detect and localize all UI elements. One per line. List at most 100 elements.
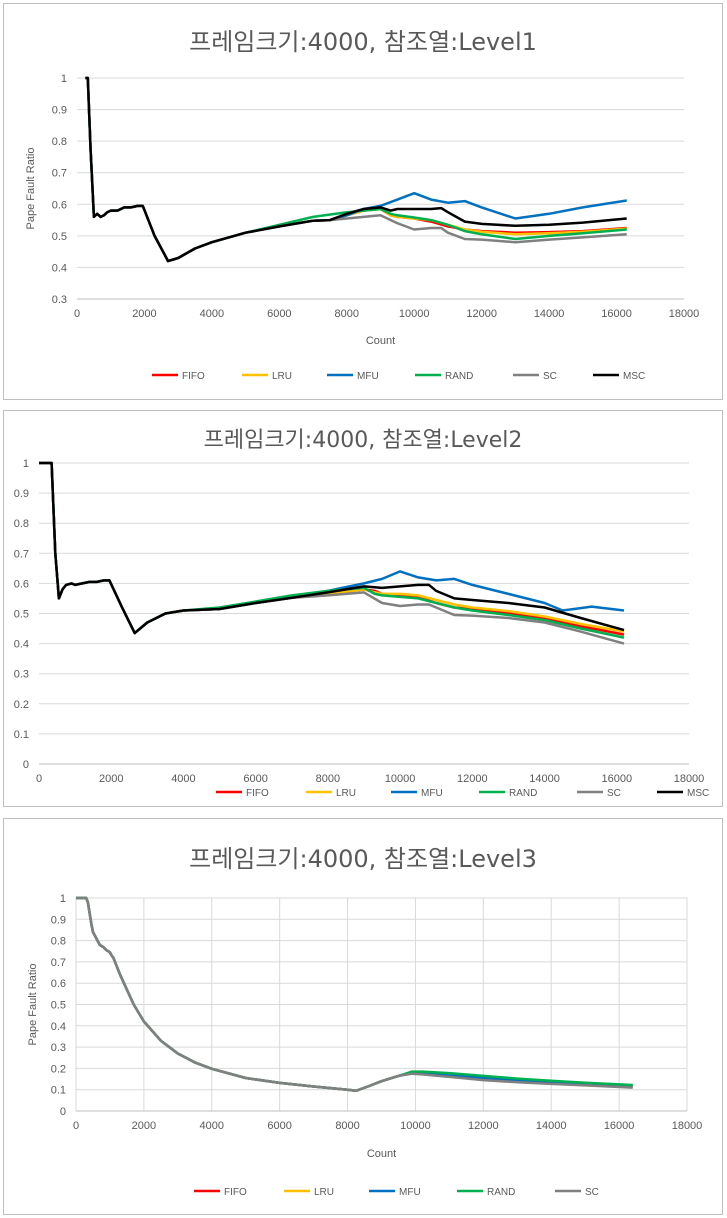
legend-label-lru: LRU	[336, 788, 356, 799]
series-line-lru	[76, 896, 633, 1093]
x-tick-label: 8000	[335, 308, 359, 320]
y-tick-label: 1	[61, 73, 67, 85]
x-tick-label: 18000	[672, 1120, 703, 1132]
x-tick-label: 10000	[399, 308, 430, 320]
y-tick-label: 0.7	[14, 548, 29, 560]
series-line-lru	[85, 76, 627, 263]
legend-label-fifo: FIFO	[182, 371, 205, 382]
legend-label-rand: RAND	[445, 371, 473, 382]
legend-label-msc: MSC	[687, 788, 709, 799]
x-tick-label: 8000	[316, 773, 340, 785]
y-tick-label: 0.3	[14, 669, 29, 681]
x-tick-label: 18000	[674, 773, 705, 785]
y-tick-label: 1	[60, 893, 66, 905]
y-tick-label: 0	[23, 759, 29, 771]
y-tick-label: 0.5	[52, 231, 67, 243]
legend-label-fifo: FIFO	[224, 1187, 247, 1198]
y-tick-label: 0.5	[51, 1000, 66, 1012]
chart-panel-level1: 프레임크기:4000, 참조열:Level1 0.3 0.4 0.5 0.6 0.7 0.8…	[3, 3, 723, 400]
x-tick-label: 14000	[534, 308, 565, 320]
x-tick-label: 2000	[132, 308, 156, 320]
series-line-mfu	[76, 896, 633, 1093]
y-tick-label: 0.6	[52, 199, 67, 211]
legend-label-mfu: MFU	[357, 371, 379, 382]
y-tick-label: 0.9	[51, 914, 66, 926]
y-tick-label: 0.4	[52, 262, 67, 274]
y-tick-label: 0.7	[51, 957, 66, 969]
series-line-rand	[39, 461, 625, 639]
chart-title: 프레임크기:4000, 참조열:Level1	[189, 28, 537, 56]
y-axis-title: Pape Fault Ratio	[27, 964, 39, 1046]
chart-title: 프레임크기:4000, 참조열:Level2	[204, 428, 523, 453]
x-tick-label: 6000	[267, 1120, 291, 1132]
chart-panel-level3: 프레임크기:4000, 참조열:Level3 0 0.1 0.2 0.3 0.4 0.5 0.…	[3, 818, 723, 1215]
x-tick-label: 2000	[99, 773, 123, 785]
x-tick-label: 4000	[171, 773, 195, 785]
series-line-rand	[76, 896, 633, 1093]
y-axis-title: Pape Fault Ratio	[25, 148, 37, 230]
y-tick-label: 0.4	[14, 639, 29, 651]
chart-level3: 프레임크기:4000, 참조열:Level3 0 0.1 0.2 0.3 0.4 0.5 0.…	[27, 845, 703, 1198]
x-axis-title: Count	[367, 1148, 396, 1160]
x-tick-label: 6000	[267, 308, 291, 320]
x-axis-title: Count	[366, 335, 395, 347]
y-tick-label: 0.1	[14, 729, 29, 741]
series-line-fifo	[76, 896, 633, 1093]
y-tick-label: 0	[60, 1106, 66, 1118]
x-tick-label: 16000	[601, 773, 632, 785]
x-tick-label: 2000	[132, 1120, 156, 1132]
y-tick-label: 0.8	[14, 518, 29, 530]
legend-label-sc: SC	[607, 788, 621, 799]
x-tick-label: 6000	[243, 773, 267, 785]
x-tick-label: 10000	[385, 773, 416, 785]
y-tick-label: 1	[23, 458, 29, 470]
legend-label-mfu: MFU	[421, 788, 443, 799]
x-tick-label: 12000	[466, 308, 497, 320]
y-tick-label: 0.7	[52, 168, 67, 180]
legend-label-mfu: MFU	[399, 1187, 421, 1198]
chart-title: 프레임크기:4000, 참조열:Level3	[189, 845, 537, 873]
series-line-msc	[85, 76, 627, 263]
legend-label-fifo: FIFO	[246, 788, 269, 799]
y-tick-label: 0.4	[51, 1021, 66, 1033]
x-tick-label: 16000	[604, 1120, 635, 1132]
y-tick-label: 0.8	[51, 936, 66, 948]
chart-level1: 프레임크기:4000, 참조열:Level1 0.3 0.4 0.5 0.6 0.7 0.8…	[25, 28, 700, 382]
y-tick-label: 0.6	[51, 978, 66, 990]
x-tick-label: 0	[36, 773, 42, 785]
x-tick-label: 16000	[601, 308, 632, 320]
x-tick-label: 10000	[400, 1120, 431, 1132]
legend-label-msc: MSC	[623, 371, 645, 382]
chart-level2: 프레임크기:4000, 참조열:Level2 0 0.1 0.2 0.3 0.4 0.5 0.…	[14, 428, 710, 799]
x-tick-label: 14000	[529, 773, 560, 785]
y-tick-label: 0.9	[52, 105, 67, 117]
x-tick-label: 4000	[200, 1120, 224, 1132]
series-line-fifo	[39, 461, 625, 636]
y-tick-label: 0.2	[51, 1063, 66, 1075]
legend-label-rand: RAND	[509, 788, 537, 799]
x-tick-label: 4000	[200, 308, 224, 320]
y-tick-label: 0.1	[51, 1085, 66, 1097]
series-line-msc	[39, 461, 625, 635]
legend-label-lru: LRU	[314, 1187, 334, 1198]
x-tick-label: 8000	[335, 1120, 359, 1132]
x-tick-label: 18000	[669, 308, 700, 320]
x-tick-label: 0	[74, 308, 80, 320]
y-tick-label: 0.8	[52, 136, 67, 148]
y-tick-label: 0.2	[14, 699, 29, 711]
legend-label-rand: RAND	[487, 1187, 515, 1198]
chart-panel-level2: 프레임크기:4000, 참조열:Level2 0 0.1 0.2 0.3 0.4 0.5 0.…	[3, 410, 723, 807]
y-tick-label: 0.6	[14, 578, 29, 590]
x-tick-label: 0	[73, 1120, 79, 1132]
x-tick-label: 12000	[468, 1120, 499, 1132]
series-line-sc	[76, 896, 633, 1093]
x-tick-label: 14000	[536, 1120, 567, 1132]
y-tick-label: 0.3	[52, 294, 67, 306]
y-tick-label: 0.5	[14, 609, 29, 621]
legend-label-lru: LRU	[272, 371, 292, 382]
x-tick-label: 12000	[457, 773, 488, 785]
legend-label-sc: SC	[585, 1187, 599, 1198]
y-tick-label: 0.9	[14, 488, 29, 500]
y-tick-label: 0.3	[51, 1042, 66, 1054]
legend-label-sc: SC	[543, 371, 557, 382]
